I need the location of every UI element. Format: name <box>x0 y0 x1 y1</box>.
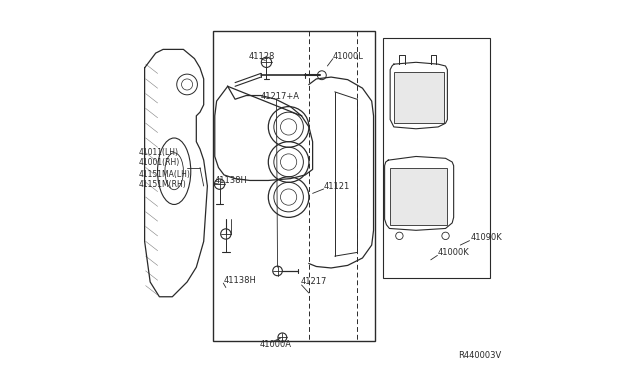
Text: 41128: 41128 <box>249 52 275 61</box>
Text: 41138H: 41138H <box>223 276 256 285</box>
Text: 41000A: 41000A <box>260 340 292 349</box>
Bar <box>390 167 447 225</box>
Text: 41000L: 41000L <box>333 52 364 61</box>
Text: 41090K: 41090K <box>470 233 502 242</box>
Bar <box>213 31 376 341</box>
Bar <box>383 38 490 278</box>
Text: R440003V: R440003V <box>458 351 501 360</box>
Text: 41001(RH): 41001(RH) <box>139 157 180 167</box>
Text: 41138H: 41138H <box>215 176 248 185</box>
Text: 41000K: 41000K <box>437 248 469 257</box>
Text: 41151MA(LH): 41151MA(LH) <box>139 170 191 179</box>
Text: 41217+A: 41217+A <box>261 92 300 101</box>
Text: 41217: 41217 <box>300 278 327 286</box>
Text: 41121: 41121 <box>324 182 350 190</box>
Text: 41151M(RH): 41151M(RH) <box>139 180 187 189</box>
Bar <box>394 71 444 123</box>
Text: 41011(LH): 41011(LH) <box>139 148 179 157</box>
